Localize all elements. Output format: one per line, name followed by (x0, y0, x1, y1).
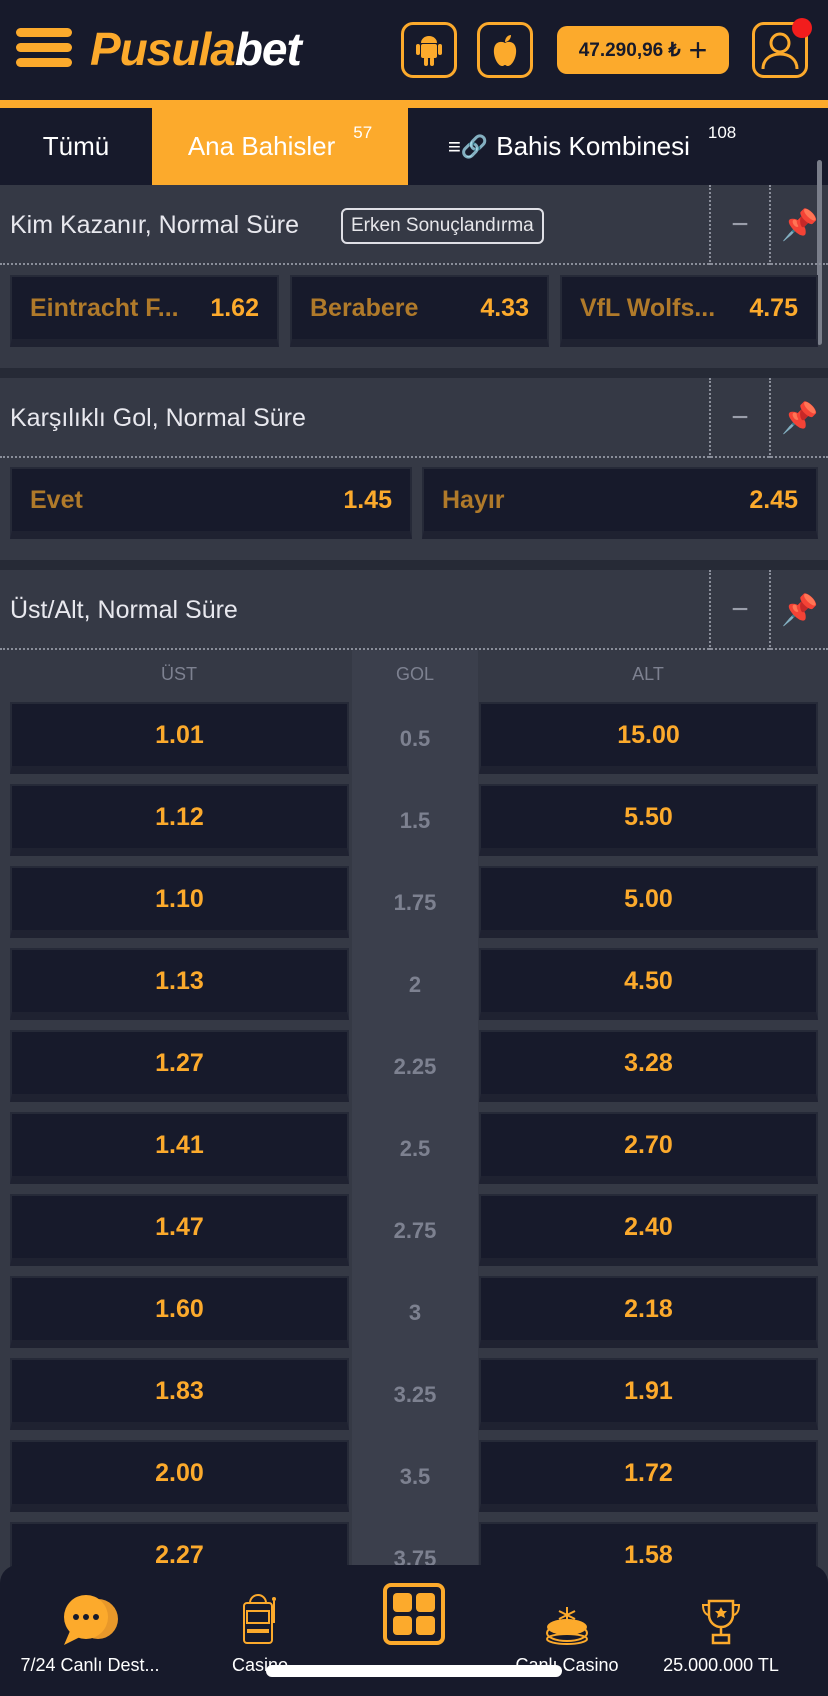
over-odd-button[interactable]: 1.13 (10, 948, 349, 1020)
android-app-button[interactable] (401, 22, 457, 78)
under-odd-button[interactable]: 2.40 (479, 1194, 818, 1266)
tab-bet-builder[interactable]: ≡🔗 Bahis Kombinesi 108 (448, 122, 737, 162)
top-header: Pusulabet 47.290,96 ₺ + (0, 0, 828, 100)
under-odd-button[interactable]: 5.50 (479, 784, 818, 856)
goal-line: 1.5 (399, 808, 431, 833)
slot-machine-icon (243, 1594, 276, 1644)
balance-deposit-button[interactable]: 47.290,96 ₺ + (557, 26, 729, 74)
scrollbar[interactable] (817, 160, 822, 345)
tab-count: 108 (707, 122, 737, 142)
collapse-icon[interactable]: − (709, 185, 769, 265)
over-odd-button[interactable]: 1.10 (10, 866, 349, 938)
goal-line: 2 (408, 972, 422, 997)
balance-amount: 47.290,96 ₺ (578, 39, 681, 61)
tab-count: 57 (353, 122, 373, 142)
over-odd-button[interactable]: 1.41 (10, 1112, 349, 1184)
divider (0, 368, 828, 378)
goal-line: 0.5 (399, 726, 431, 751)
tab-main-bets[interactable]: Ana Bahisler 57 (152, 108, 408, 185)
market-header[interactable]: Üst/Alt, Normal Süre − 📌 (0, 570, 828, 650)
odd-button[interactable]: Berabere 4.33 (290, 275, 549, 347)
under-odd-button[interactable]: 2.18 (479, 1276, 818, 1348)
under-odd-button[interactable]: 2.70 (479, 1112, 818, 1184)
odd-button[interactable]: Eintracht F... 1.62 (10, 275, 279, 347)
odd-button[interactable]: Hayır 2.45 (422, 467, 818, 539)
odd-button[interactable]: Evet 1.45 (10, 467, 412, 539)
nav-live-support[interactable]: 7/24 Canlı Dest... (10, 1565, 170, 1696)
roulette-icon (546, 1607, 588, 1645)
plus-icon: + (688, 31, 708, 68)
market-tabs: Tümü Ana Bahisler 57 ≡🔗 Bahis Kombinesi 108 (0, 108, 828, 185)
home-indicator (266, 1665, 562, 1677)
over-odd-button[interactable]: 1.12 (10, 784, 349, 856)
market-title: Karşılıklı Gol, Normal Süre (10, 404, 306, 432)
android-icon (416, 36, 442, 66)
goal-line: 3.25 (393, 1382, 437, 1407)
chat-icon (64, 1595, 118, 1645)
pin-icon[interactable]: 📌 (769, 570, 828, 650)
goal-line: 2.5 (399, 1136, 431, 1161)
over-odd-button[interactable]: 1.47 (10, 1194, 349, 1266)
goal-line: 2.75 (393, 1218, 437, 1243)
menu-icon[interactable] (16, 28, 72, 68)
under-odd-button[interactable]: 3.28 (479, 1030, 818, 1102)
notification-dot (792, 18, 812, 38)
over-odd-button[interactable]: 1.01 (10, 702, 349, 774)
goal-line: 3.5 (399, 1464, 431, 1489)
nav-menu-grid[interactable] (334, 1565, 494, 1696)
under-odd-button[interactable]: 4.50 (479, 948, 818, 1020)
market-header[interactable]: Karşılıklı Gol, Normal Süre − 📌 (0, 378, 828, 458)
collapse-icon[interactable]: − (709, 570, 769, 650)
grid-icon (383, 1583, 445, 1645)
link-list-icon: ≡🔗 (448, 133, 489, 159)
pin-icon[interactable]: 📌 (769, 185, 828, 265)
under-odd-button[interactable]: 1.72 (479, 1440, 818, 1512)
goal-line: 2.25 (393, 1054, 437, 1079)
divider (0, 100, 828, 108)
column-header-under: ALT (632, 664, 664, 684)
trophy-icon (701, 1599, 741, 1645)
nav-tournament[interactable]: 25.000.000 TL (641, 1565, 801, 1696)
profile-button[interactable] (752, 22, 808, 78)
under-odd-button[interactable]: 1.91 (479, 1358, 818, 1430)
apple-app-button[interactable] (477, 22, 533, 78)
over-odd-button[interactable]: 1.83 (10, 1358, 349, 1430)
goal-line: 3 (408, 1300, 422, 1325)
odd-button[interactable]: VfL Wolfs... 4.75 (560, 275, 818, 347)
under-odd-button[interactable]: 15.00 (479, 702, 818, 774)
divider (0, 560, 828, 570)
over-odd-button[interactable]: 1.60 (10, 1276, 349, 1348)
goal-line: 1.75 (393, 890, 437, 915)
apple-icon (493, 35, 517, 66)
under-odd-button[interactable]: 5.00 (479, 866, 818, 938)
pin-icon[interactable]: 📌 (769, 378, 828, 458)
column-header-over: ÜST (161, 664, 197, 684)
column-header-goal: GOL (395, 664, 434, 684)
collapse-icon[interactable]: − (709, 378, 769, 458)
over-odd-button[interactable]: 1.27 (10, 1030, 349, 1102)
user-icon (761, 32, 799, 70)
market-title: Kim Kazanır, Normal Süre (10, 211, 299, 239)
over-odd-button[interactable]: 2.00 (10, 1440, 349, 1512)
tab-all[interactable]: Tümü (42, 131, 110, 161)
early-payout-badge: Erken Sonuçlandırma (341, 208, 544, 244)
goal-line-column (352, 650, 478, 1570)
logo[interactable]: Pusulabet (90, 23, 302, 75)
market-header[interactable]: Kim Kazanır, Normal Süre Erken Sonuçland… (0, 185, 828, 265)
market-title: Üst/Alt, Normal Süre (10, 596, 238, 624)
